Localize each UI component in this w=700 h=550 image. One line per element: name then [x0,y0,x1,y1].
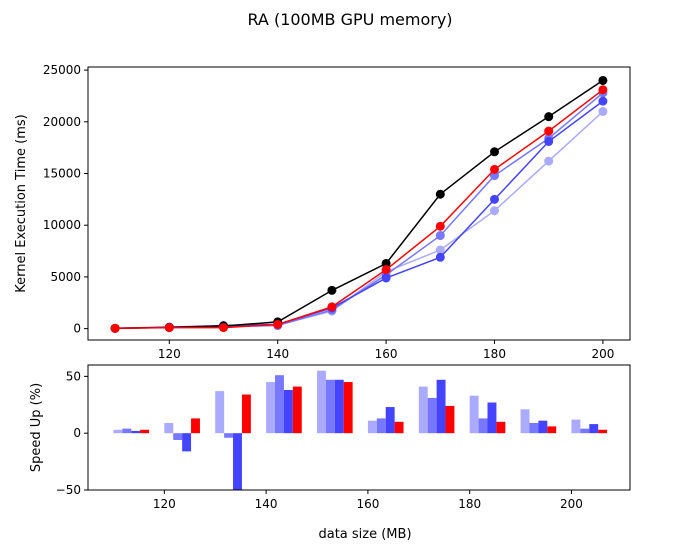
top-y-tick-label: 25000 [43,63,81,77]
data-point [219,323,228,333]
data-point [435,231,445,241]
data-point [435,221,445,231]
top-y-tick-label: 15000 [43,167,81,181]
bottom-x-tick-label: 120 [153,497,176,511]
bar [275,375,284,434]
bottom-x-tick-label: 140 [255,497,278,511]
bar [164,422,174,434]
data-point [327,302,337,312]
data-point [381,265,391,275]
bar [224,433,234,438]
bar [394,421,404,434]
bottom-y-tick-label: −50 [56,483,81,497]
figure-title: RA (100MB GPU memory) [247,10,452,29]
bar [487,402,497,434]
data-point [435,189,445,199]
bar [367,420,377,434]
bar [589,424,599,434]
bar [317,370,326,434]
data-point [490,147,499,157]
bottom-y-axis-label: Speed Up (%) [29,383,44,472]
bar [182,433,192,452]
bar [233,433,242,490]
bar [173,433,183,440]
data-point [164,323,174,333]
bar [469,395,479,434]
top-x-tick-label: 160 [375,347,398,361]
data-point [381,258,391,268]
data-point [544,126,554,136]
series-line [115,89,604,330]
bar [283,390,293,434]
top-y-tick-label: 5000 [50,270,81,284]
bar [445,405,455,434]
top-line-chart: 120 140 160 180 200 0 5000 10000 15000 20000 25000… [14,63,631,361]
top-y-tick-label: 20000 [43,115,81,129]
data-point [598,75,608,85]
data-point [490,164,499,174]
data-point [490,206,499,216]
bar [520,409,530,434]
bottom-x-tick-label: 200 [560,497,583,511]
data-point [544,136,554,146]
bar [140,429,150,434]
data-point [490,194,499,204]
bar [538,420,548,434]
bar [292,386,302,434]
top-x-tick-label: 200 [591,347,614,361]
bar [215,391,225,434]
bottom-bar-chart: 120 140 160 180 200 −50 0 50 Speed Up (%) [29,364,631,511]
top-x-tick-label: 180 [483,347,506,361]
bottom-x-tick-label: 160 [356,497,379,511]
bottom-plot-frame [87,364,631,491]
data-point [544,156,554,166]
data-point [110,323,120,333]
bar [496,421,506,434]
data-point [598,106,608,116]
bar [113,429,123,434]
data-point [381,273,391,283]
bar [571,419,581,434]
data-point [598,96,608,106]
bar-group [113,370,608,490]
bar [334,379,344,434]
top-y-axis-label: Kernel Execution Time (ms) [14,114,29,292]
bar [343,382,353,434]
top-x-tick-label: 140 [266,347,289,361]
bar [376,418,386,434]
bar [191,418,200,434]
bar [427,397,437,434]
top-x-tick-label: 120 [158,347,181,361]
bottom-x-tick-label: 180 [458,497,481,511]
x-axis-label: data size (MB) [318,527,411,542]
bar [418,386,428,434]
series-line [115,79,604,330]
top-plot-frame [87,66,631,341]
series-line [115,100,604,330]
data-point [598,85,608,95]
bar [122,428,132,434]
data-point [544,112,554,122]
bar [131,430,141,434]
bar [385,407,395,434]
bar [325,379,335,434]
bottom-y-tick-label: 0 [73,426,81,440]
bar [266,382,276,434]
data-point [435,245,445,255]
data-point [273,319,283,329]
top-y-tick-label: 10000 [43,218,81,232]
bottom-y-tick-label: 50 [66,369,81,383]
bar [529,422,539,434]
bar [478,418,488,434]
bar [598,429,608,434]
data-point [490,171,499,181]
data-point [435,252,445,262]
bar [547,426,557,434]
data-point [327,285,337,295]
bar [241,394,251,434]
top-y-tick-label: 0 [73,322,81,336]
bar [436,379,446,434]
bar [580,428,590,434]
